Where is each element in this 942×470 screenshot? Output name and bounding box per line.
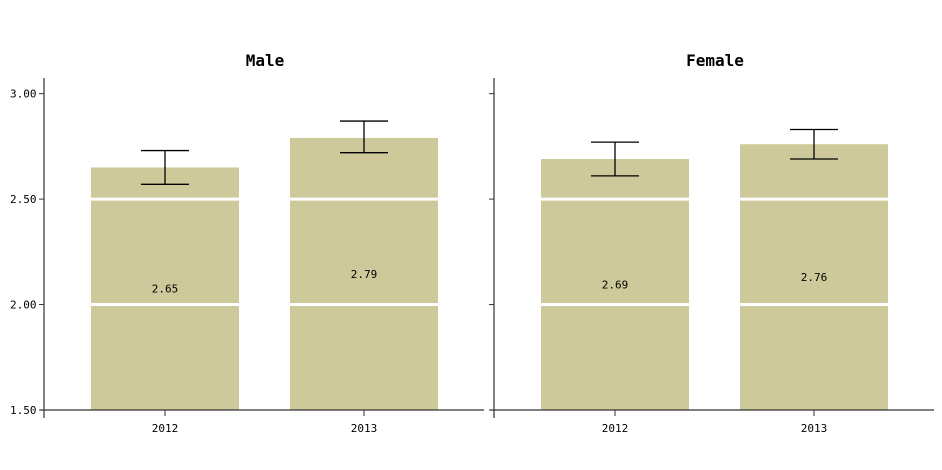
panel-1-bar-2012 [91,167,239,410]
panel-1-value-label: 2.79 [351,268,378,281]
y-tick-label: 1.50 [10,404,37,417]
panel-2-value-label: 2.76 [801,271,828,284]
panel-2-x-tick-label: 2013 [801,422,828,435]
y-tick-label: 2.00 [10,299,37,312]
panel-2-value-label: 2.69 [602,279,629,292]
y-tick-label: 2.50 [10,193,37,206]
panel-1-title: Male [246,51,285,70]
panel-1-bar-2013 [290,137,438,410]
panel-2-bar-2013 [740,144,888,410]
panel-1-value-label: 2.65 [152,283,179,296]
panel-2-title: Female [686,51,744,70]
panel-2-bar-2012 [541,159,689,410]
panel-2-x-tick-label: 2012 [602,422,629,435]
y-tick-label: 3.00 [10,88,37,101]
panel-1-x-tick-label: 2012 [152,422,179,435]
panel-1-x-tick-label: 2013 [351,422,378,435]
